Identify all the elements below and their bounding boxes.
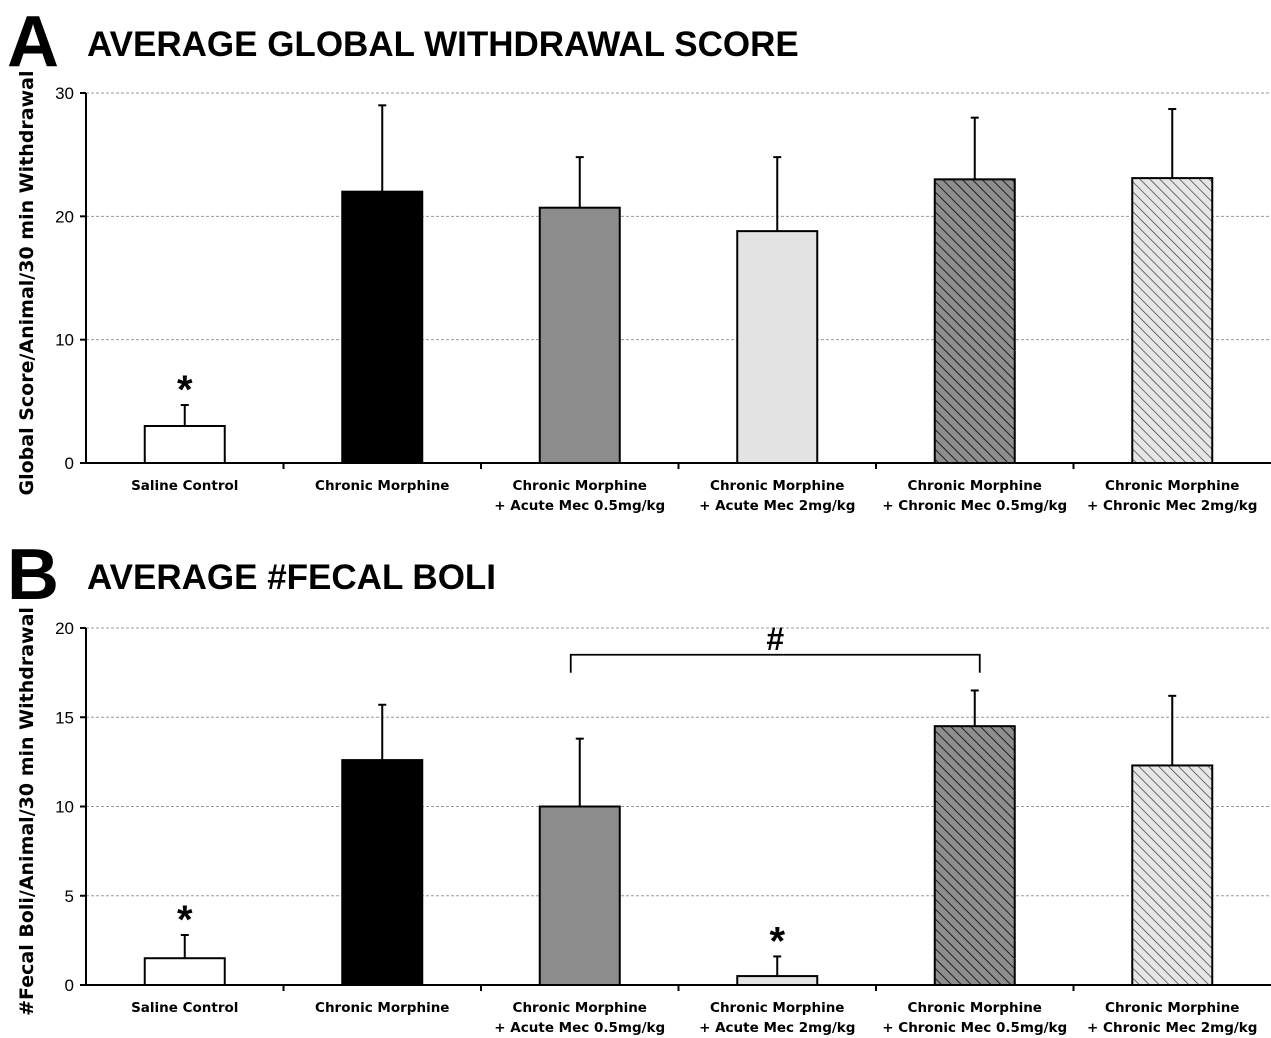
bar: [736, 230, 819, 464]
global-withdrawal-score-chart: A AVERAGE GLOBAL WITHDRAWAL SCORE Global S…: [7, 2, 1271, 514]
y-tick-label: 20: [55, 207, 74, 226]
x-category-label: Chronic Morphine: [1105, 478, 1239, 494]
bar: [933, 178, 1016, 464]
chart-title: AVERAGE #FECAL BOLI: [87, 558, 496, 597]
x-category-label: + Acute Mec 0.5mg/kg: [494, 1020, 665, 1036]
significance-star: *: [177, 898, 193, 942]
x-category-label: Chronic Morphine: [908, 1000, 1042, 1016]
x-category-label: Chronic Morphine: [315, 478, 449, 494]
x-category-label: + Acute Mec 0.5mg/kg: [494, 498, 665, 514]
bar: [1131, 764, 1214, 986]
panel-a-chart: A AVERAGE GLOBAL WITHDRAWAL SCORE Global S…: [7, 2, 1271, 514]
bar: [538, 805, 621, 986]
x-category-label: Chronic Morphine: [513, 478, 647, 494]
x-category-label: Chronic Morphine: [1105, 1000, 1239, 1016]
y-tick-label: 0: [65, 976, 74, 995]
bracket-label: #: [766, 621, 784, 657]
x-category-label: Chronic Morphine: [315, 1000, 449, 1016]
bar: [341, 190, 424, 465]
y-tick-label: 10: [55, 798, 74, 817]
bar: [143, 957, 226, 987]
x-category-label: + Chronic Mec 0.5mg/kg: [882, 1020, 1067, 1036]
x-category-label: + Acute Mec 2mg/kg: [699, 498, 855, 514]
x-category-label: + Chronic Mec 2mg/kg: [1087, 1020, 1257, 1036]
y-tick-label: 20: [55, 619, 74, 638]
y-axis-label: #Fecal Boli/Animal/30 min Withdrawal: [16, 607, 38, 1016]
x-category-label: Chronic Morphine: [710, 1000, 844, 1016]
fecal-boli-chart: B AVERAGE #FECAL BOLI #Fecal Boli/Animal/3…: [7, 535, 1271, 1036]
x-category-label: Chronic Morphine: [710, 478, 844, 494]
bar: [143, 425, 226, 464]
x-category-label: + Chronic Mec 2mg/kg: [1087, 498, 1257, 514]
significance-bracket: [569, 653, 981, 673]
significance-star: *: [769, 919, 785, 963]
bar: [933, 725, 1016, 987]
x-category-label: Chronic Morphine: [513, 1000, 647, 1016]
bar: [736, 975, 819, 987]
panel-letter: B: [7, 535, 59, 615]
bar: [538, 206, 621, 464]
y-tick-label: 0: [65, 454, 74, 473]
y-tick-label: 15: [55, 708, 74, 727]
y-axis-label: Global Score/Animal/30 min Withdrawal: [16, 71, 38, 496]
chart-title: AVERAGE GLOBAL WITHDRAWAL SCORE: [87, 25, 799, 64]
x-category-label: + Acute Mec 2mg/kg: [699, 1020, 855, 1036]
bar: [1131, 177, 1214, 464]
x-category-label: + Chronic Mec 0.5mg/kg: [882, 498, 1067, 514]
y-tick-label: 30: [55, 84, 74, 103]
y-tick-label: 5: [65, 887, 74, 906]
x-category-label: Chronic Morphine: [908, 478, 1042, 494]
panel-b-chart: B AVERAGE #FECAL BOLI #Fecal Boli/Animal/3…: [0, 519, 1271, 1038]
x-category-label: Saline Control: [131, 1000, 238, 1016]
bar: [341, 759, 424, 986]
panel-letter: A: [7, 2, 59, 82]
significance-star: *: [177, 368, 193, 412]
x-category-label: Saline Control: [131, 478, 238, 494]
y-tick-label: 10: [55, 331, 74, 350]
